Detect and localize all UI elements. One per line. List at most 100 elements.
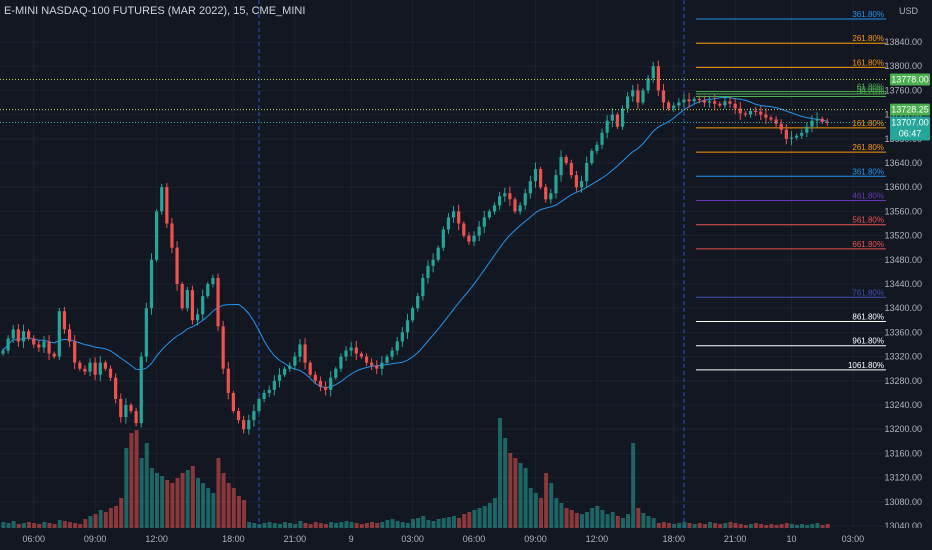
candle-body: [47, 341, 51, 354]
candle: [636, 83, 640, 110]
candle-body: [180, 284, 184, 309]
candle: [779, 119, 783, 135]
candle: [370, 358, 374, 371]
candle-body: [242, 420, 246, 430]
volume-bar: [713, 523, 718, 528]
candle-body: [764, 114, 768, 118]
last-price-label: 13707.00: [891, 117, 929, 127]
candle: [257, 396, 261, 414]
candle: [436, 245, 440, 262]
candle-body: [262, 392, 266, 399]
candle-body: [349, 347, 353, 351]
last-price-tag: [890, 116, 930, 141]
volume-bar: [339, 522, 344, 528]
volume-bar: [21, 523, 26, 528]
volume-bar: [667, 523, 671, 528]
candle: [390, 347, 394, 360]
candle-body: [395, 341, 399, 351]
price-tick-label: 13120.00: [884, 473, 922, 483]
candle: [451, 205, 456, 223]
volume-bar: [421, 516, 426, 528]
candle: [283, 366, 287, 377]
volume-bar: [595, 506, 600, 528]
candle: [298, 339, 302, 363]
volume-bar: [518, 463, 523, 528]
candle: [201, 289, 205, 321]
candle-body: [738, 108, 742, 114]
candle: [78, 360, 82, 371]
volume-bar: [16, 524, 21, 528]
candle: [323, 381, 328, 396]
candle: [656, 60, 660, 96]
candle-body: [815, 118, 819, 121]
candle-body: [103, 362, 107, 369]
candle: [738, 102, 742, 120]
candle: [564, 154, 568, 166]
volume-bar: [472, 510, 477, 528]
price-tick-label: 13160.00: [884, 448, 922, 458]
candle: [651, 61, 655, 83]
volume-bar: [42, 522, 47, 528]
candle: [702, 95, 707, 107]
candle-body: [426, 265, 430, 278]
volume-bar: [436, 519, 441, 528]
candle: [692, 96, 696, 104]
volume-bar: [129, 433, 134, 528]
price-tick-label: 13440.00: [884, 279, 922, 289]
candle-body: [477, 226, 481, 236]
volume-bar: [298, 521, 303, 528]
volume-bar: [144, 443, 149, 528]
fib-label: 61.80%: [857, 83, 884, 92]
symbol-interval: 15: [233, 5, 246, 17]
volume-bar: [764, 525, 769, 528]
candle: [503, 187, 507, 202]
candle: [523, 188, 527, 210]
volume-bar: [631, 443, 636, 528]
volume-bar: [687, 523, 692, 528]
candle: [416, 292, 420, 312]
volume-bar: [528, 488, 533, 528]
volume-bar: [370, 522, 375, 528]
volume-bar: [114, 506, 119, 528]
volume-bar: [103, 512, 108, 528]
symbol-title[interactable]: E-MINI NASDAQ-100 FUTURES (MAR 2022), 15…: [4, 5, 306, 17]
candle-body: [216, 277, 220, 327]
fib-label: 50.00%: [857, 85, 884, 94]
volume-bar: [498, 418, 503, 528]
candle: [805, 122, 809, 138]
candle-body: [411, 308, 415, 321]
volume-bar: [283, 522, 287, 528]
candle-body: [774, 119, 778, 124]
volume-bar: [564, 508, 569, 528]
candle: [108, 365, 113, 382]
volume-bar: [277, 524, 282, 528]
volume-bar: [610, 512, 615, 528]
candle-body: [88, 362, 92, 372]
volume-bar: [825, 524, 830, 528]
candle: [723, 98, 727, 109]
candle: [405, 313, 410, 339]
volume-bar: [390, 519, 395, 528]
candle-body: [533, 169, 538, 182]
volume-bar: [6, 523, 11, 528]
time-tick-label: 10: [786, 534, 796, 544]
volume-bar: [416, 518, 421, 528]
candle-body: [119, 398, 123, 418]
candle: [211, 274, 215, 288]
candle-body: [713, 101, 717, 104]
candle-body: [600, 132, 604, 145]
volume-bar: [810, 524, 815, 528]
price-tag-label: 13778.00: [891, 75, 929, 85]
volume-bar: [83, 519, 88, 528]
candle: [380, 356, 384, 376]
volume-bar: [759, 524, 764, 528]
candle-body: [108, 368, 113, 378]
volume-bar: [267, 522, 272, 528]
candle: [446, 213, 451, 234]
candle-body: [641, 90, 645, 103]
candle-body: [124, 405, 128, 418]
candle-body: [467, 235, 471, 242]
volume-bar: [175, 478, 180, 528]
volume-bar: [457, 518, 462, 528]
